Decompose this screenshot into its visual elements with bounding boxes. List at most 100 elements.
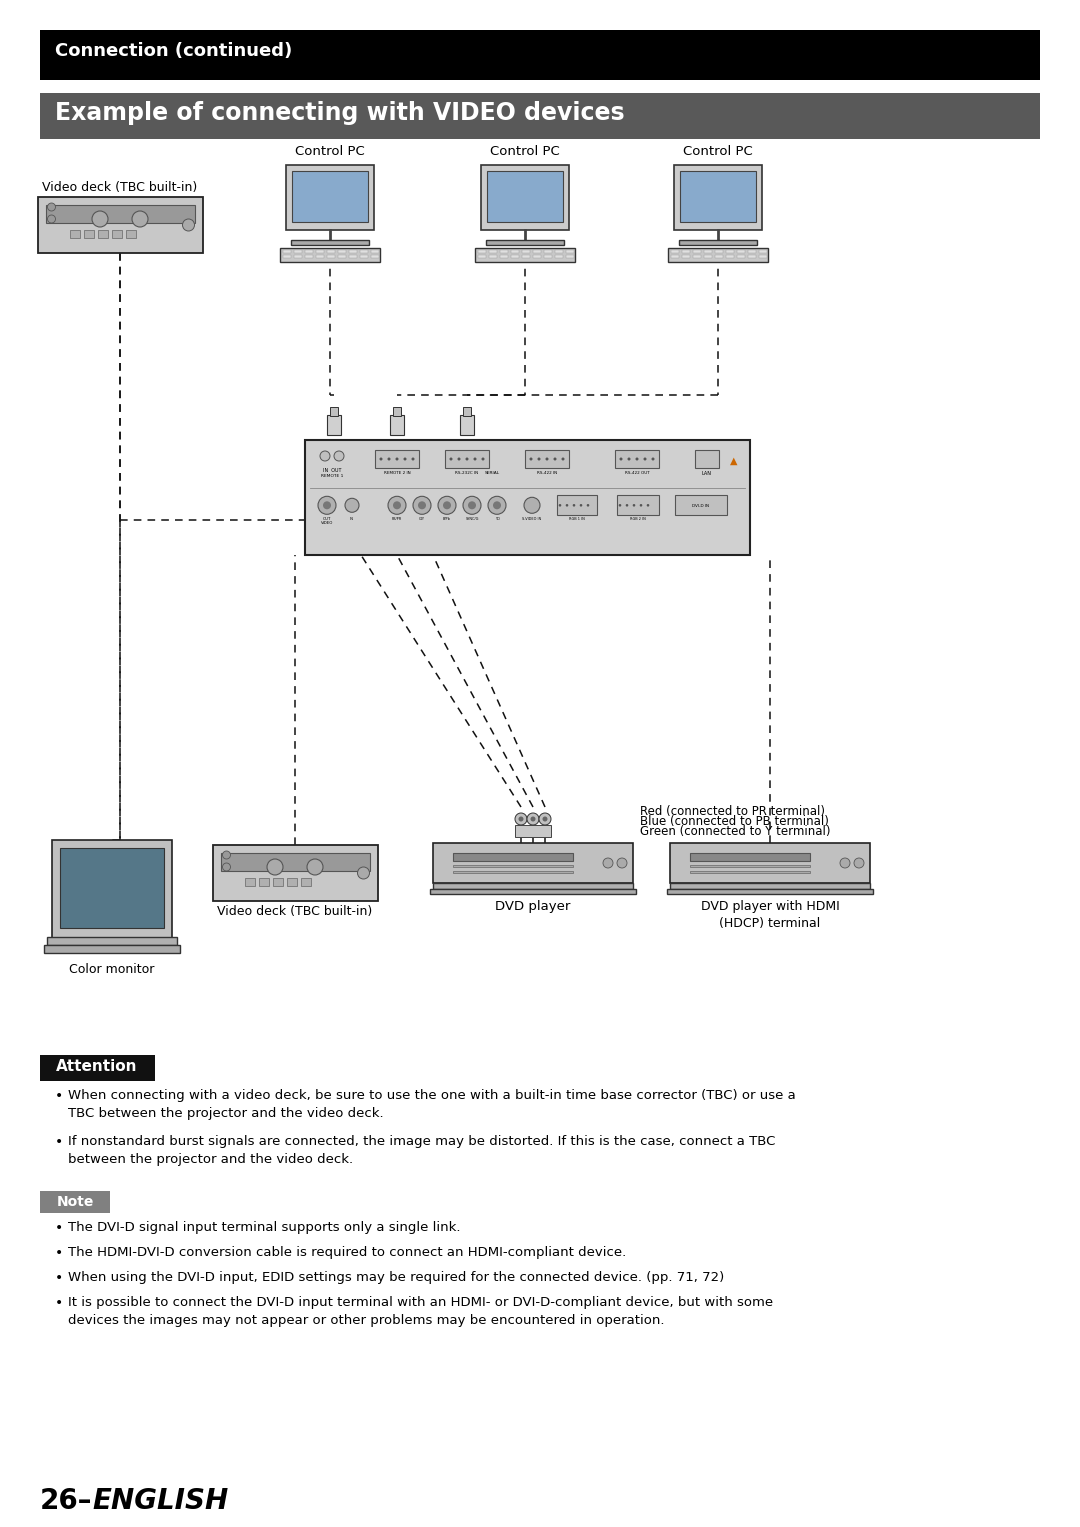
Bar	[670, 843, 870, 883]
Bar	[52, 840, 172, 945]
Bar	[330, 408, 338, 415]
Circle shape	[48, 203, 55, 211]
Bar	[453, 854, 573, 861]
Circle shape	[379, 458, 382, 461]
Text: SYNC/G: SYNC/G	[465, 518, 478, 521]
Bar	[759, 255, 767, 258]
Circle shape	[222, 863, 230, 870]
Bar	[393, 408, 401, 415]
Bar	[555, 250, 563, 253]
Text: Control PC: Control PC	[490, 145, 559, 157]
Text: Video deck (TBC built-in): Video deck (TBC built-in)	[217, 906, 373, 918]
Circle shape	[617, 858, 627, 867]
Bar	[305, 440, 750, 554]
Bar	[726, 250, 734, 253]
Bar	[433, 883, 633, 889]
Bar	[748, 250, 756, 253]
Text: Video deck (TBC built-in): Video deck (TBC built-in)	[42, 182, 198, 194]
Bar	[681, 250, 690, 253]
Bar	[737, 250, 745, 253]
Text: RS-232C IN: RS-232C IN	[456, 470, 478, 475]
Bar	[690, 870, 810, 873]
Text: G/Y: G/Y	[419, 518, 426, 521]
Bar	[525, 450, 569, 467]
Text: DVI-D IN: DVI-D IN	[692, 504, 710, 508]
Bar	[500, 255, 508, 258]
Circle shape	[318, 496, 336, 515]
Circle shape	[492, 501, 501, 510]
Bar	[522, 250, 530, 253]
Circle shape	[465, 458, 469, 461]
Bar	[704, 250, 712, 253]
Bar	[60, 847, 164, 928]
Bar	[670, 883, 870, 889]
Bar	[294, 255, 302, 258]
Circle shape	[418, 501, 426, 510]
Text: Red (connected to PR terminal): Red (connected to PR terminal)	[640, 805, 825, 818]
Bar	[213, 844, 378, 901]
Bar	[372, 250, 379, 253]
Text: It is possible to connect the DVI-D input terminal with an HDMI- or DVI-D-compli: It is possible to connect the DVI-D inpu…	[68, 1296, 773, 1327]
Circle shape	[527, 812, 539, 825]
Circle shape	[840, 858, 850, 867]
Text: YD: YD	[495, 518, 499, 521]
Bar	[726, 255, 734, 258]
Text: IN  OUT: IN OUT	[323, 467, 341, 473]
Bar	[372, 255, 379, 258]
Bar	[674, 165, 762, 231]
Circle shape	[449, 458, 453, 461]
Bar	[478, 255, 486, 258]
Text: SERIAL: SERIAL	[485, 470, 500, 475]
Bar	[675, 495, 727, 515]
Bar	[273, 878, 283, 886]
Bar	[349, 250, 357, 253]
Bar	[715, 255, 723, 258]
Bar	[38, 197, 203, 253]
Text: RS-422 OUT: RS-422 OUT	[624, 470, 649, 475]
Circle shape	[463, 496, 481, 515]
Text: •: •	[55, 1222, 64, 1235]
Bar	[690, 864, 810, 867]
Bar	[544, 250, 552, 253]
Circle shape	[539, 812, 551, 825]
Bar	[360, 255, 368, 258]
Text: –: –	[68, 1487, 102, 1515]
Text: ▲: ▲	[730, 457, 738, 466]
Circle shape	[620, 458, 622, 461]
Bar	[704, 255, 712, 258]
Bar	[390, 415, 404, 435]
Bar	[522, 255, 530, 258]
Bar	[615, 450, 659, 467]
Circle shape	[558, 504, 562, 507]
Circle shape	[518, 817, 524, 822]
Circle shape	[411, 458, 415, 461]
Circle shape	[388, 458, 391, 461]
Text: Blue (connected to PB terminal): Blue (connected to PB terminal)	[640, 815, 828, 828]
Circle shape	[530, 817, 536, 822]
Bar	[338, 250, 346, 253]
Bar	[759, 250, 767, 253]
Circle shape	[404, 458, 406, 461]
Bar	[511, 255, 519, 258]
Text: •: •	[55, 1296, 64, 1310]
Bar	[286, 165, 374, 231]
Bar	[280, 247, 380, 263]
Circle shape	[438, 496, 456, 515]
Circle shape	[320, 450, 330, 461]
Circle shape	[515, 812, 527, 825]
Text: Connection (continued): Connection (continued)	[55, 43, 293, 60]
Circle shape	[473, 458, 476, 461]
Text: REMOTE 1: REMOTE 1	[321, 473, 343, 478]
Text: The HDMI-DVI-D conversion cable is required to connect an HDMI-compliant device.: The HDMI-DVI-D conversion cable is requi…	[68, 1246, 626, 1258]
Bar	[690, 854, 810, 861]
Text: The DVI-D signal input terminal supports only a single link.: The DVI-D signal input terminal supports…	[68, 1222, 460, 1234]
Bar	[669, 247, 768, 263]
Circle shape	[345, 498, 359, 512]
Bar	[481, 165, 569, 231]
Bar	[294, 250, 302, 253]
Bar	[283, 255, 291, 258]
Circle shape	[357, 867, 369, 880]
Bar	[566, 255, 573, 258]
Circle shape	[625, 504, 629, 507]
Bar	[245, 878, 255, 886]
